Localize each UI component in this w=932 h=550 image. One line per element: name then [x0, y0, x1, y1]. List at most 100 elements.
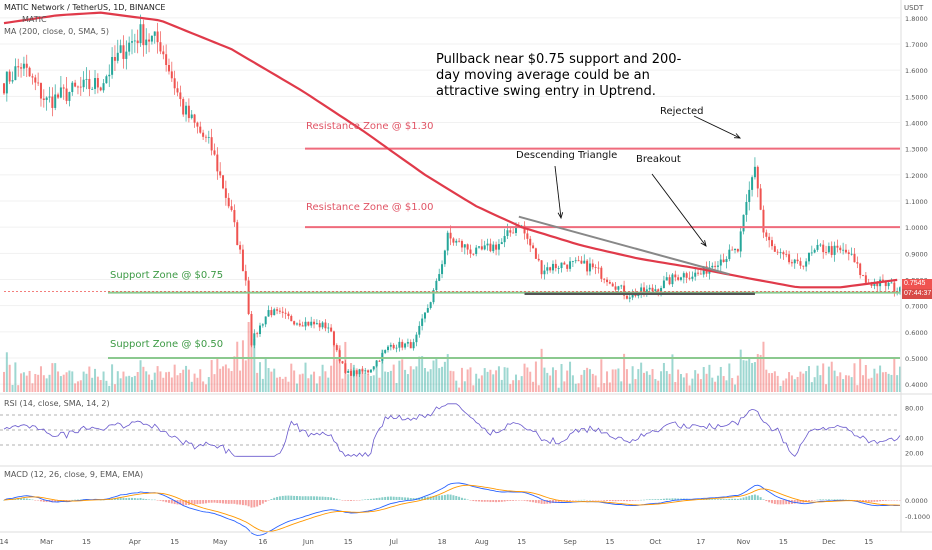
volume-bar — [779, 385, 782, 392]
volume-bar — [159, 371, 162, 392]
macd-histogram-bar — [361, 499, 364, 501]
volume-bar — [879, 365, 882, 392]
candle-body — [136, 40, 139, 44]
candle-body — [807, 252, 810, 262]
macd-histogram-bar — [751, 495, 754, 500]
volume-bar — [236, 341, 239, 392]
candle-body — [742, 214, 745, 232]
rsi-line — [3, 403, 901, 457]
candle-body — [836, 245, 839, 248]
volume-bar — [22, 372, 25, 392]
candle-body — [628, 297, 631, 299]
time-tick-label: 14 — [0, 538, 9, 546]
candle-body — [398, 341, 401, 348]
volume-bar — [438, 368, 441, 392]
price-tick-label: 1.2000 — [905, 172, 928, 180]
macd-histogram-bar — [520, 500, 523, 501]
macd-histogram-bar — [267, 500, 270, 501]
rsi-tick-label: 20.00 — [905, 450, 924, 458]
volume-bar — [219, 368, 222, 392]
candle-body — [859, 263, 862, 275]
macd-histogram-bar — [881, 500, 884, 501]
macd-histogram-bar — [409, 498, 412, 500]
volume-bar — [187, 369, 190, 392]
volume-bar — [179, 373, 182, 392]
macd-histogram-bar — [500, 500, 503, 502]
macd-label: MACD (12, 26, close, 9, EMA, EMA) — [4, 470, 144, 479]
volume-bar — [435, 357, 438, 392]
volume-bar — [301, 373, 304, 392]
candle-body — [284, 312, 287, 314]
volume-bar — [571, 375, 574, 392]
macd-histogram-bar — [287, 495, 290, 500]
macd-histogram-bar — [34, 500, 37, 501]
macd-histogram-bar — [250, 500, 253, 508]
macd-histogram-bar — [671, 498, 674, 500]
volume-bar — [876, 373, 879, 392]
macd-histogram-bar — [597, 500, 600, 501]
candle-body — [170, 71, 173, 79]
candle-body — [267, 310, 270, 317]
volume-bar — [674, 382, 677, 392]
volume-bar — [233, 356, 236, 392]
last-price-tag: 0.7545 — [902, 279, 932, 289]
volume-bar — [276, 377, 279, 392]
candle-body — [327, 327, 330, 329]
candle-body — [665, 277, 668, 281]
candle-body — [677, 277, 680, 280]
macd-tick-label: 0.0000 — [905, 497, 928, 505]
macd-histogram-bar — [392, 496, 395, 500]
volume-bar — [332, 341, 335, 392]
macd-histogram-bar — [492, 500, 495, 503]
volume-bar — [224, 364, 227, 392]
price-tick-label: 1.0000 — [905, 224, 928, 232]
time-tick-label: May — [213, 538, 227, 546]
volume-bar — [483, 368, 486, 392]
candle-body — [782, 252, 785, 255]
macd-histogram-bar — [253, 500, 256, 508]
candle-body — [153, 31, 156, 36]
candle-body — [449, 232, 452, 239]
macd-histogram-bar — [224, 500, 227, 504]
macd-histogram-bar — [475, 500, 478, 502]
volume-bar — [628, 383, 631, 392]
candle-body — [389, 344, 392, 347]
candle-body — [68, 92, 71, 101]
volume-bar — [125, 376, 128, 392]
volume-bar — [708, 364, 711, 392]
breakout-label: Breakout — [636, 154, 681, 165]
candle-body — [734, 248, 737, 251]
macd-histogram-bar — [611, 500, 614, 502]
candle-body — [847, 252, 850, 254]
candle-body — [264, 316, 267, 325]
macd-histogram-bar — [728, 498, 731, 500]
time-tick-label: Sep — [563, 538, 577, 546]
volume-bar — [662, 362, 665, 392]
candle-body — [301, 325, 304, 327]
rejected-label: Rejected — [660, 106, 704, 117]
candle-body — [341, 361, 344, 364]
volume-bar — [776, 375, 779, 392]
volume-bar — [736, 375, 739, 392]
macd-histogram-bar — [736, 498, 739, 500]
macd-histogram-bar — [327, 497, 330, 500]
time-tick-label: 16 — [258, 538, 267, 546]
volume-bar — [295, 383, 298, 392]
macd-histogram-bar — [557, 500, 560, 503]
volume-bar — [443, 361, 446, 392]
macd-histogram-bar — [449, 494, 452, 500]
macd-histogram-bar — [207, 500, 210, 503]
candle-body — [392, 344, 395, 349]
volume-bar — [660, 371, 663, 392]
volume-bar — [893, 357, 896, 392]
macd-histogram-bar — [768, 500, 771, 503]
volume-bar — [210, 360, 213, 392]
volume-bar — [472, 385, 475, 392]
macd-histogram-bar — [805, 500, 808, 503]
macd-histogram-bar — [739, 498, 742, 500]
candle-body — [566, 264, 569, 269]
candle-body — [759, 188, 762, 210]
macd-histogram-bar — [628, 500, 631, 502]
candle-body — [239, 245, 242, 250]
